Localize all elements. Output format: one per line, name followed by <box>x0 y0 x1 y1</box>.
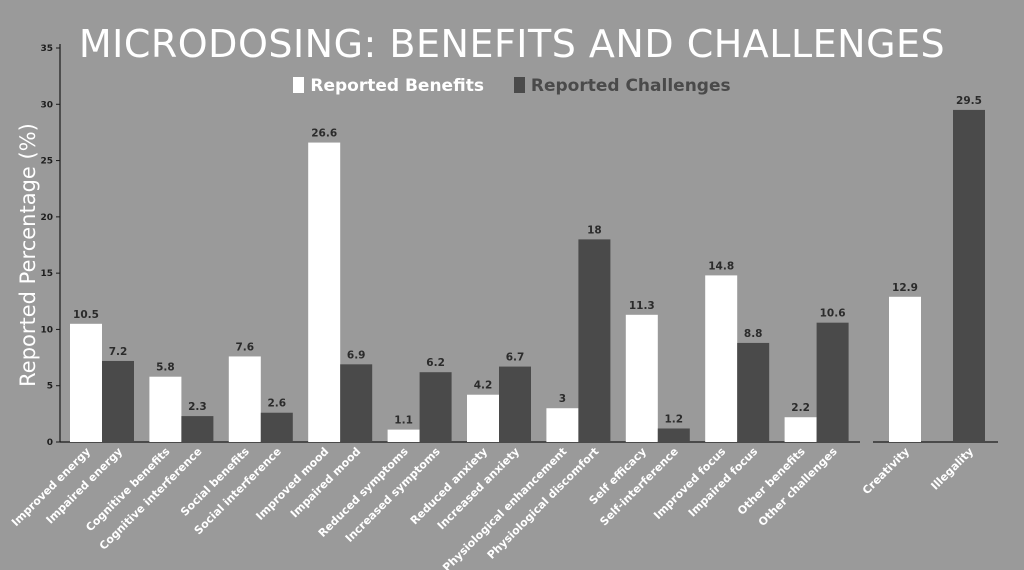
chart-title: MICRODOSING: BENEFITS AND CHALLENGES <box>78 22 946 66</box>
legend-item-challenges: Reported Challenges <box>513 76 731 96</box>
legend: Reported Benefits Reported Challenges <box>0 76 1024 96</box>
y-tick-label-20: 20 <box>40 213 53 223</box>
value-label-reduced-symptoms: 1.1 <box>394 415 413 427</box>
value-label-social-interference: 2.6 <box>267 398 286 410</box>
bar-self-efficacy <box>625 314 658 442</box>
y-tick-label-5: 5 <box>47 382 53 392</box>
bar-increased-anxiety <box>499 366 531 442</box>
bar-illegality <box>953 109 985 443</box>
value-label-creativity: 12.9 <box>892 282 918 294</box>
value-label-physiological-enhancement: 3 <box>559 393 566 405</box>
legend-swatch-challenges <box>513 77 525 93</box>
value-label-improved-energy: 10.5 <box>73 309 99 321</box>
value-label-increased-anxiety: 6.7 <box>506 352 525 364</box>
value-label-self-interference: 1.2 <box>664 413 683 425</box>
y-tick-label-35: 35 <box>40 44 53 54</box>
bar-self-interference <box>657 428 690 442</box>
bar-social-interference <box>260 412 293 442</box>
bar-other-challenges <box>816 322 849 442</box>
bar-cognitive-benefits <box>149 376 182 442</box>
bar-physiological-discomfort <box>578 239 611 442</box>
value-label-increased-symptoms: 6.2 <box>426 357 445 369</box>
legend-label-challenges: Reported Challenges <box>530 76 731 96</box>
value-label-illegality: 29.5 <box>956 95 982 107</box>
value-label-cognitive-benefits: 5.8 <box>156 362 175 374</box>
bar-improved-focus <box>705 275 738 442</box>
bar-other-benefits <box>784 417 817 442</box>
value-label-other-benefits: 2.2 <box>791 402 810 414</box>
category-label-creativity: Creativity <box>860 445 912 497</box>
y-tick-label-30: 30 <box>40 100 53 110</box>
value-label-self-efficacy: 11.3 <box>629 300 655 312</box>
bar-reduced-anxiety <box>467 394 499 442</box>
category-label-illegality: Illegality <box>928 445 976 493</box>
y-tick-label-0: 0 <box>47 438 53 448</box>
value-label-impaired-energy: 7.2 <box>109 346 128 358</box>
value-label-reduced-anxiety: 4.2 <box>474 380 493 392</box>
y-tick-label-15: 15 <box>40 269 53 279</box>
bar-physiological-enhancement <box>546 408 579 442</box>
legend-swatch-benefits <box>293 77 305 93</box>
value-label-cognitive-interference: 2.3 <box>188 401 207 413</box>
value-label-social-benefits: 7.6 <box>235 341 254 353</box>
bar-impaired-focus <box>737 342 770 442</box>
bar-increased-symptoms <box>419 372 452 442</box>
value-label-impaired-mood: 6.9 <box>347 349 366 361</box>
value-label-improved-focus: 14.8 <box>708 260 734 272</box>
value-label-other-challenges: 10.6 <box>820 308 846 320</box>
bar-social-benefits <box>228 356 261 442</box>
y-tick-label-10: 10 <box>40 325 53 335</box>
legend-item-benefits: Reported Benefits <box>293 76 484 96</box>
value-label-impaired-focus: 8.8 <box>744 328 763 340</box>
y-tick-label-25: 25 <box>40 157 53 167</box>
value-label-physiological-discomfort: 18 <box>587 224 602 236</box>
bar-cognitive-interference <box>181 416 214 442</box>
bar-impaired-energy <box>102 360 134 442</box>
bar-improved-energy <box>70 323 102 442</box>
bar-improved-mood <box>308 142 341 442</box>
bar-reduced-symptoms <box>387 429 420 442</box>
bar-creativity <box>889 296 921 442</box>
value-label-improved-mood: 26.6 <box>311 128 337 140</box>
legend-label-benefits: Reported Benefits <box>310 76 484 96</box>
bar-impaired-mood <box>340 364 373 442</box>
